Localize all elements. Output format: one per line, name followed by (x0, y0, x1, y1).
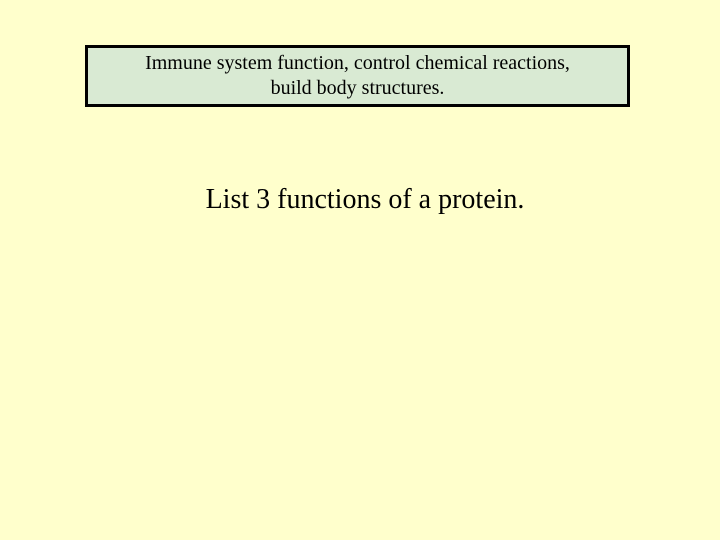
answer-line-1: Immune system function, control chemical… (145, 52, 570, 74)
answer-box: Immune system function, control chemical… (85, 45, 630, 107)
answer-line-2: build body structures. (271, 77, 445, 99)
answer-text: Immune system function, control chemical… (88, 51, 627, 101)
prompt-text: List 3 functions of a protein. (170, 184, 560, 216)
slide: Immune system function, control chemical… (0, 0, 720, 540)
